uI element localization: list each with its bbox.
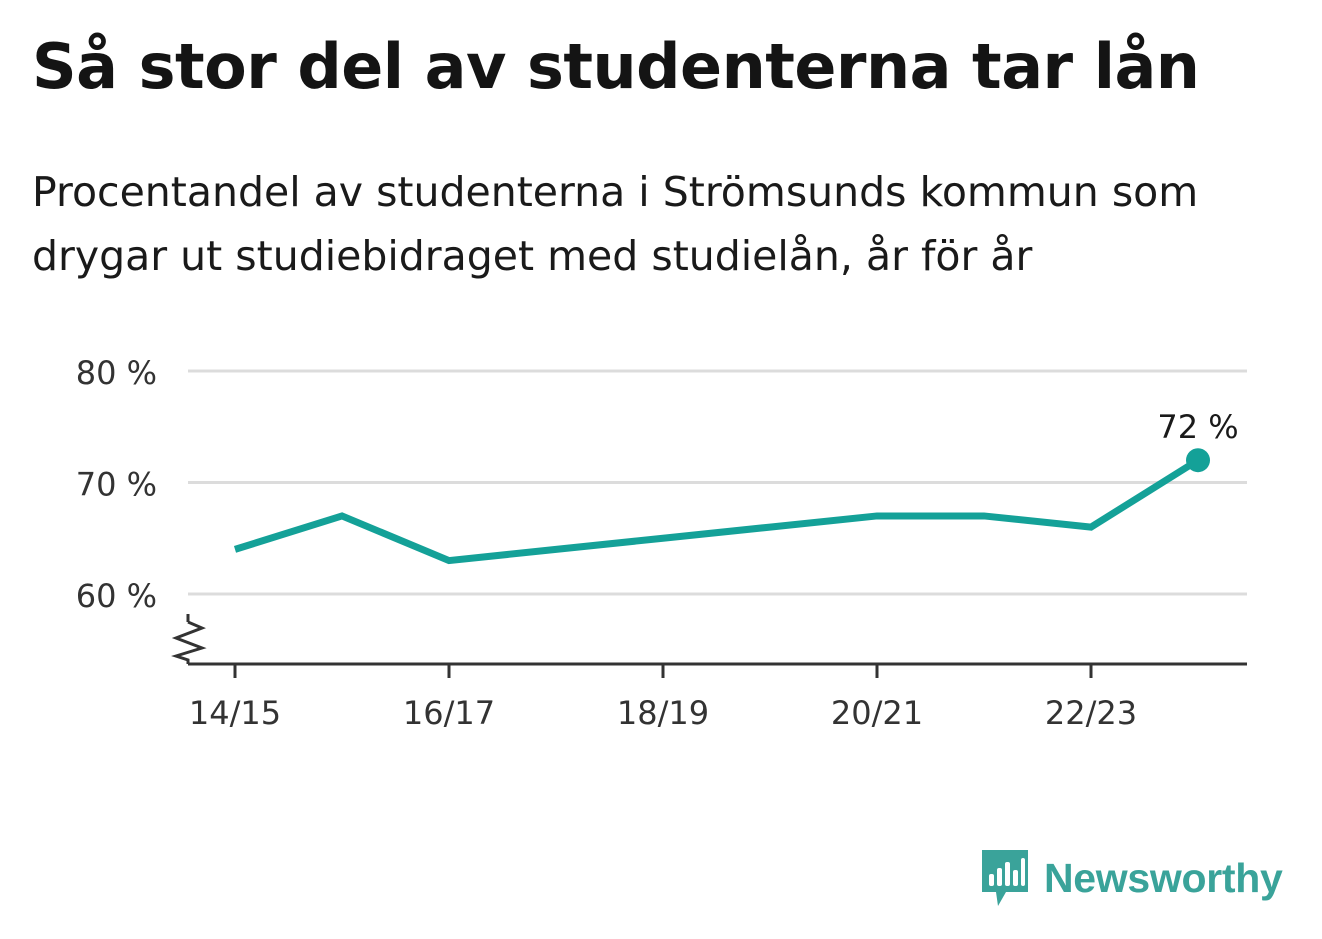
x-tick-label: 18/19 <box>617 694 709 732</box>
series-layer <box>233 448 1210 565</box>
y-tick-label: 60 % <box>76 577 157 615</box>
brand-name: Newsworthy <box>1044 854 1283 901</box>
x-tick-label: 14/15 <box>189 694 281 732</box>
y-tick-label: 80 % <box>76 354 157 392</box>
x-tick-label: 16/17 <box>403 694 495 732</box>
y-tick-label: 70 % <box>76 466 157 504</box>
newsworthy-logo: Newsworthy <box>980 848 1283 908</box>
end-point-marker <box>1186 448 1210 473</box>
axis-break-icon <box>171 620 207 664</box>
y-axis-tick-labels: 60 % 70 % 80 % <box>76 354 157 615</box>
chart-title: Så stor del av studenterna tar lån <box>32 30 1200 103</box>
chart-subtitle: Procentandel av studenterna i Strömsunds… <box>32 168 1199 280</box>
bar-chart-bubble-icon <box>982 850 1028 906</box>
x-axis: 14/15 16/17 18/19 20/21 22/23 <box>171 614 1247 732</box>
x-tick-label: 22/23 <box>1045 694 1137 732</box>
series-line <box>233 457 1200 565</box>
gridlines <box>188 369 1247 596</box>
data-labels: 72 % <box>1157 408 1238 446</box>
x-tick-label: 20/21 <box>831 694 923 732</box>
end-value-label: 72 % <box>1157 408 1238 446</box>
